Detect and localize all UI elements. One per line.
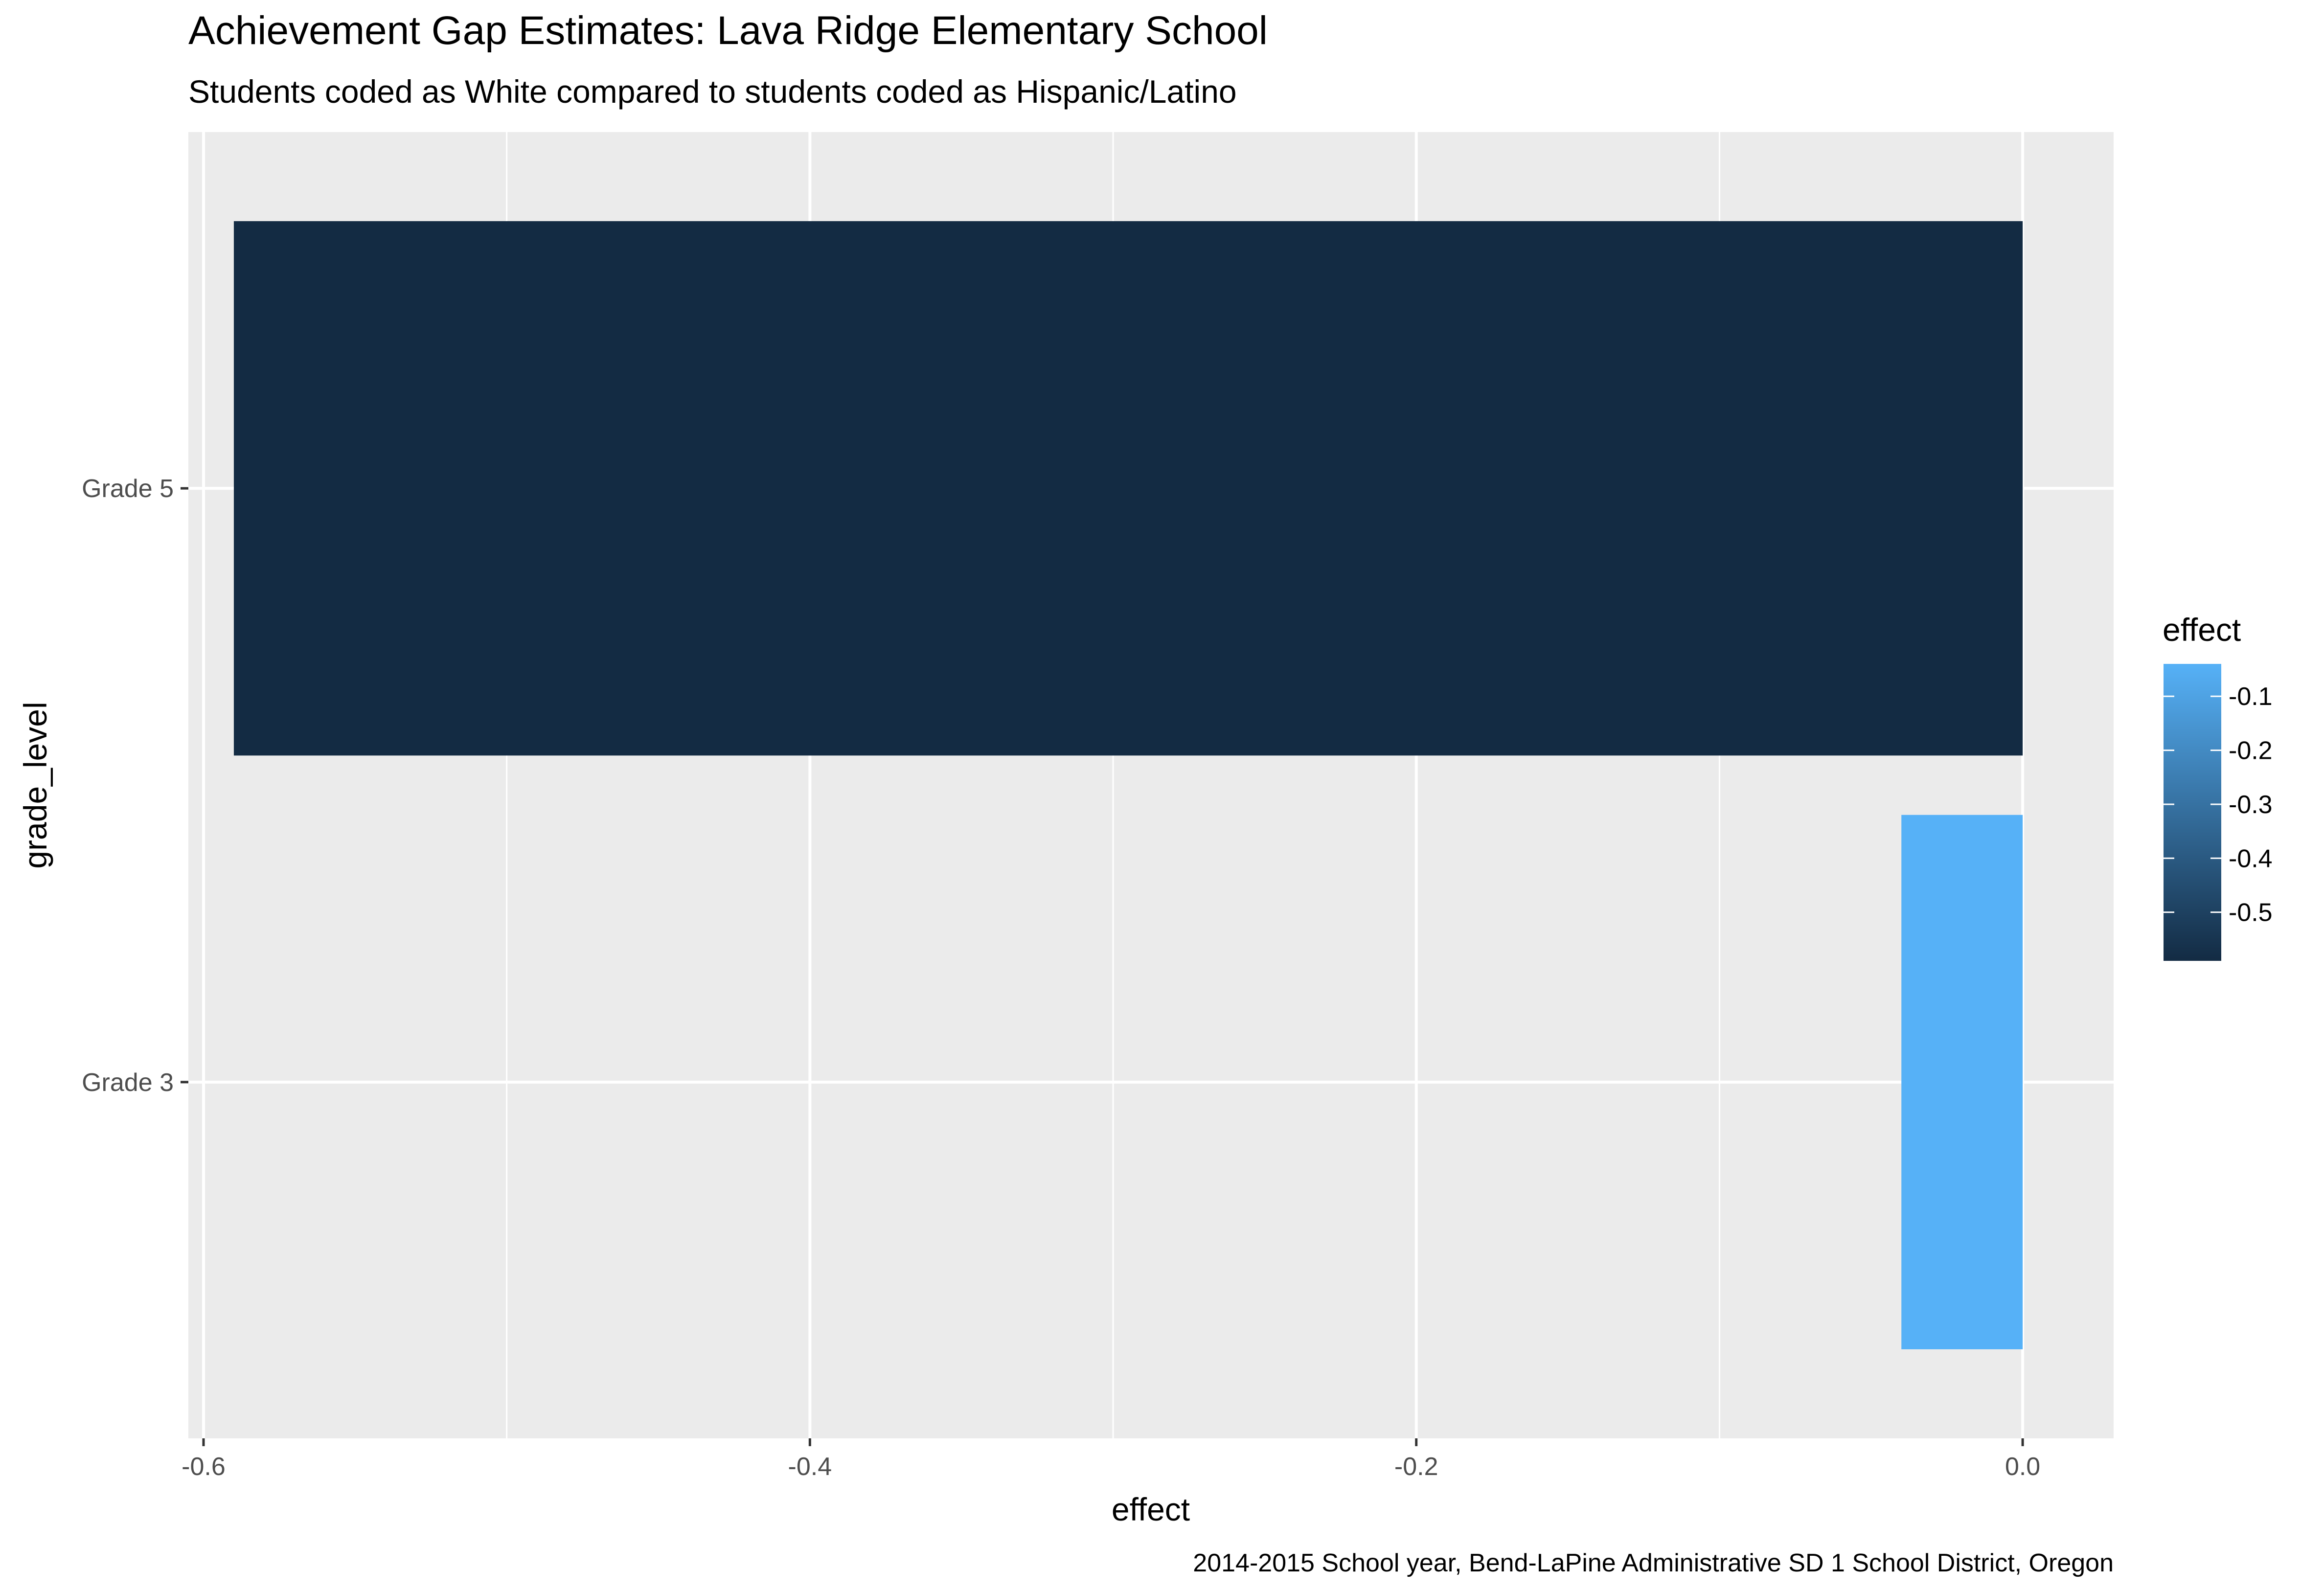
legend-tick-label: -0.4 — [2229, 844, 2273, 873]
legend-tick-label: -0.2 — [2229, 737, 2273, 765]
x-axis-label: effect — [1112, 1491, 1190, 1527]
bar-grade-5 — [233, 221, 2023, 756]
x-axis: -0.6 -0.4 -0.2 0.0 — [182, 1438, 2040, 1481]
bar-grade-3 — [1901, 815, 2023, 1349]
x-tick-label: -0.6 — [182, 1453, 226, 1481]
chart-title: Achievement Gap Estimates: Lava Ridge El… — [188, 8, 1268, 53]
y-tick-label: Grade 5 — [82, 475, 174, 503]
x-tick-label: 0.0 — [2005, 1453, 2040, 1481]
y-tick-label: Grade 3 — [82, 1068, 174, 1097]
chart-subtitle: Students coded as White compared to stud… — [188, 73, 1237, 110]
chart-caption: 2014-2015 School year, Bend-LaPine Admin… — [1193, 1549, 2114, 1577]
legend-tick-label: -0.3 — [2229, 791, 2273, 819]
legend-colorbar — [2164, 664, 2221, 961]
x-tick-label: -0.2 — [1394, 1453, 1438, 1481]
legend-tick-label: -0.1 — [2229, 682, 2273, 711]
legend: effect -0.1 -0.2 -0.3 -0.4 -0.5 — [2163, 612, 2273, 961]
x-tick-label: -0.4 — [788, 1453, 832, 1481]
y-axis: Grade 3 Grade 5 — [82, 475, 188, 1097]
legend-title: effect — [2163, 612, 2241, 648]
legend-tick-label: -0.5 — [2229, 899, 2273, 927]
bars — [233, 221, 2023, 1349]
y-axis-label: grade_level — [17, 702, 53, 868]
